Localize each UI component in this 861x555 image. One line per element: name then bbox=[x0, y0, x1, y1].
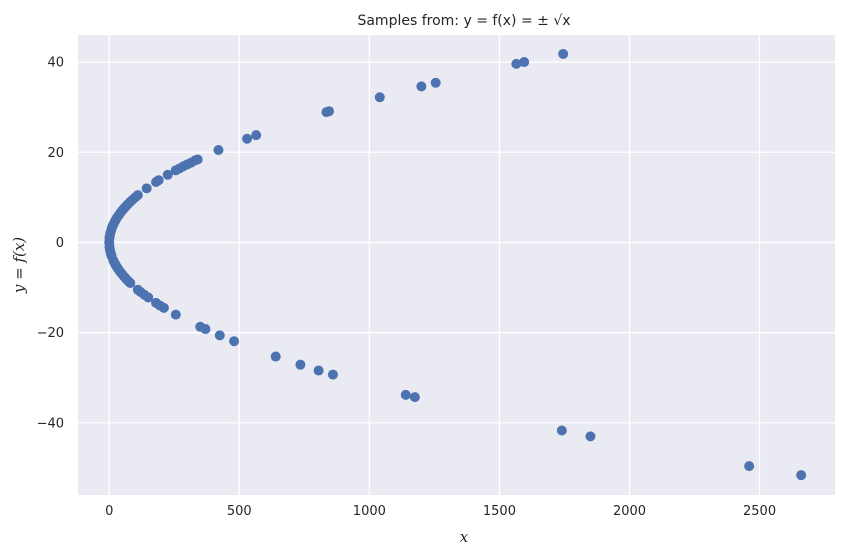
data-point bbox=[143, 292, 154, 303]
data-point bbox=[511, 58, 522, 69]
data-points bbox=[104, 48, 807, 481]
grid-lines bbox=[78, 35, 835, 495]
data-point bbox=[295, 359, 306, 370]
x-tick-label: 1500 bbox=[483, 504, 516, 519]
plot-background bbox=[78, 35, 835, 495]
data-point bbox=[242, 133, 253, 144]
data-point bbox=[200, 324, 211, 335]
data-point bbox=[744, 461, 755, 472]
data-point bbox=[409, 392, 420, 403]
x-tick-label: 2000 bbox=[613, 504, 646, 519]
x-axis-label: x bbox=[460, 528, 469, 546]
data-point bbox=[416, 81, 427, 92]
data-point bbox=[585, 431, 596, 442]
data-point bbox=[132, 190, 143, 201]
data-point bbox=[213, 145, 224, 155]
x-tick-label: 1000 bbox=[353, 504, 386, 519]
data-point bbox=[170, 309, 181, 320]
data-point bbox=[558, 48, 569, 59]
data-point bbox=[153, 175, 164, 186]
data-point bbox=[162, 169, 173, 180]
data-point bbox=[270, 351, 281, 362]
data-point bbox=[327, 369, 338, 380]
y-tick-label: 20 bbox=[47, 146, 64, 161]
data-point bbox=[519, 57, 530, 68]
data-point bbox=[796, 470, 807, 481]
data-point bbox=[158, 302, 169, 313]
data-point bbox=[313, 365, 324, 376]
y-tick-labels: −40 −20 0 20 40 bbox=[37, 56, 64, 432]
data-point bbox=[214, 330, 225, 341]
data-point bbox=[229, 336, 240, 347]
chart-title: Samples from: y = f(x) = ± √x bbox=[357, 13, 570, 29]
x-tick-label: 0 bbox=[105, 504, 113, 519]
y-axis-label: y = f(x) bbox=[10, 237, 28, 294]
y-tick-label: −20 bbox=[37, 326, 64, 341]
data-point bbox=[324, 106, 335, 117]
data-point bbox=[430, 77, 441, 88]
data-point bbox=[192, 154, 203, 165]
y-tick-label: 40 bbox=[47, 56, 64, 71]
y-tick-label: −40 bbox=[37, 416, 64, 431]
x-tick-labels: 0 500 1000 1500 2000 2500 bbox=[105, 504, 776, 519]
data-point bbox=[556, 425, 567, 436]
data-point bbox=[400, 389, 411, 400]
data-point bbox=[374, 92, 385, 103]
x-tick-label: 2500 bbox=[743, 504, 776, 519]
data-point bbox=[251, 130, 262, 141]
x-tick-label: 500 bbox=[227, 504, 252, 519]
y-tick-label: 0 bbox=[56, 236, 64, 251]
data-point bbox=[125, 278, 136, 289]
data-point bbox=[141, 183, 152, 194]
